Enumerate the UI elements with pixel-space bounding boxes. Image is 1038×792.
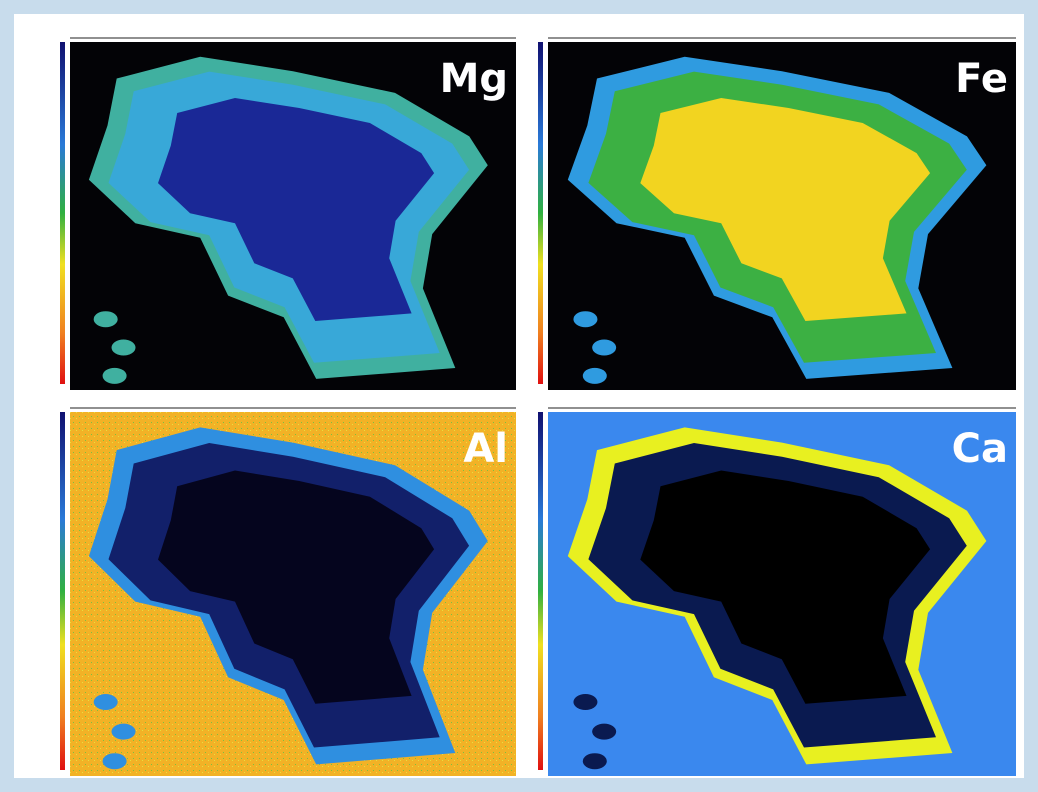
color-bar bbox=[538, 412, 543, 770]
inclusion bbox=[583, 753, 607, 769]
inclusion bbox=[592, 340, 616, 356]
color-bar bbox=[538, 42, 543, 384]
inclusion bbox=[583, 368, 607, 384]
element-maps: Mg Fe Al Ca bbox=[0, 0, 1038, 792]
inclusion bbox=[103, 753, 127, 769]
inclusion bbox=[112, 724, 136, 740]
color-bar bbox=[60, 42, 65, 384]
inclusion bbox=[592, 724, 616, 740]
element-label: Fe bbox=[955, 56, 1008, 102]
map-panel: Fe bbox=[538, 38, 1016, 390]
element-label: Ca bbox=[952, 426, 1008, 472]
color-bar bbox=[60, 412, 65, 770]
map-panel: Ca bbox=[538, 408, 1016, 776]
map-panel: Al bbox=[60, 408, 516, 776]
inclusion bbox=[103, 368, 127, 384]
inclusion bbox=[94, 311, 118, 327]
inclusion bbox=[94, 694, 118, 710]
inclusion bbox=[573, 694, 597, 710]
inclusion bbox=[573, 311, 597, 327]
inclusion bbox=[112, 340, 136, 356]
element-label: Al bbox=[463, 426, 508, 472]
element-label: Mg bbox=[440, 56, 508, 102]
map-panel: Mg bbox=[60, 38, 516, 390]
